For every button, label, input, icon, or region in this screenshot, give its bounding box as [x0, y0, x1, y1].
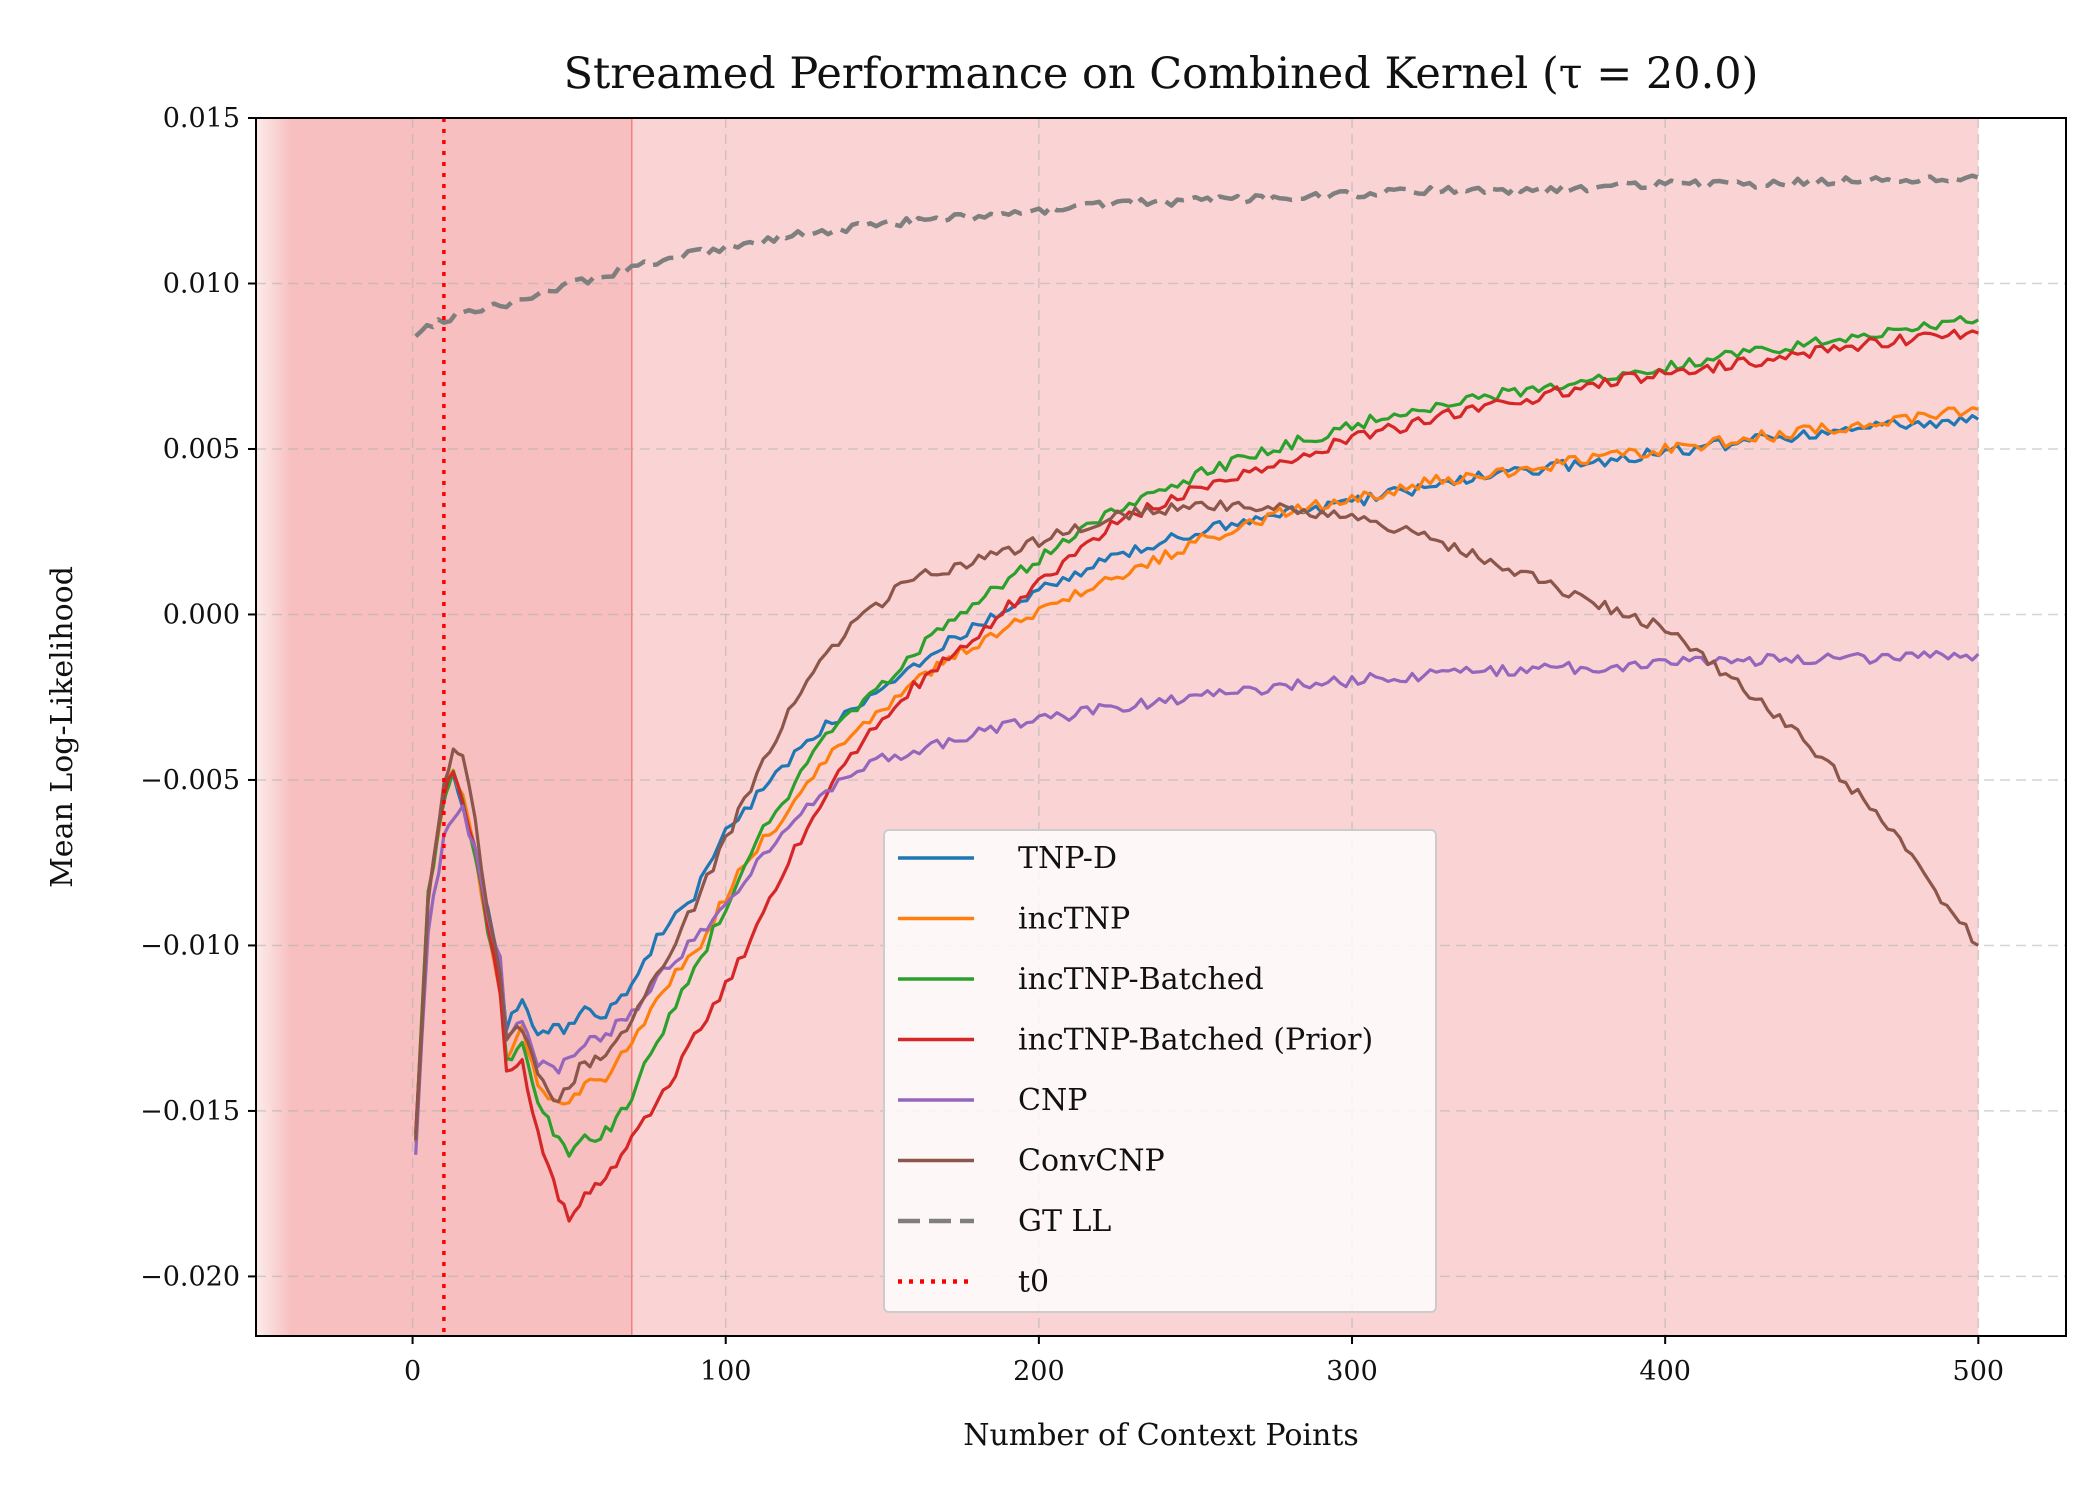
series-tnp-d-line: [414, 414, 1980, 1135]
legend: TNP-D incTNP incTNP-Batched incTNP-Batched …: [883, 829, 1437, 1313]
legend-label: ConvCNP: [1018, 1144, 1165, 1179]
x-tick-label: 0: [404, 1356, 421, 1387]
legend-label: TNP-D: [1018, 841, 1117, 876]
y-axis-ticks: 0.015 0.010 0.005 0.000 −0.005 −0.010 −0.015 −0…: [140, 103, 256, 1292]
series-inctnp-batched-prior--line: [414, 328, 1979, 1223]
series-inctnp-batched-line: [414, 315, 1980, 1158]
x-tick-label: 100: [700, 1356, 752, 1387]
x-tick-label: 300: [1326, 1356, 1378, 1387]
plot-frame: [255, 117, 2067, 1337]
series-lines: [414, 118, 1980, 1336]
x-axis-ticks: 0 100 200 300 400 500: [404, 1336, 2004, 1387]
y-tick-label: 0.015: [163, 103, 240, 134]
y-axis-label: Mean Log-Likelihood: [45, 566, 80, 888]
legend-label: GT LL: [1018, 1204, 1111, 1239]
series-inctnp-line: [414, 406, 1979, 1143]
y-tick-label: −0.015: [140, 1096, 240, 1127]
x-axis-label: Number of Context Points: [963, 1418, 1359, 1453]
chart-title: Streamed Performance on Combined Kernel …: [564, 49, 1759, 99]
legend-box: [883, 829, 1437, 1313]
x-tick-label: 500: [1953, 1356, 2005, 1387]
y-tick-label: 0.000: [163, 599, 240, 630]
y-tick-label: −0.020: [140, 1261, 240, 1292]
legend-label: t0: [1018, 1265, 1049, 1300]
legend-label: incTNP-Batched: [1018, 962, 1264, 997]
y-tick-label: 0.005: [163, 434, 240, 465]
legend-label: CNP: [1018, 1083, 1087, 1118]
legend-label: incTNP-Batched (Prior): [1018, 1023, 1373, 1058]
x-tick-label: 400: [1639, 1356, 1691, 1387]
legend-label: incTNP: [1018, 902, 1130, 937]
series-gt-ll-line: [414, 173, 1979, 338]
y-tick-label: −0.010: [140, 930, 240, 961]
y-tick-label: 0.010: [163, 268, 240, 299]
series-convcnp-line: [414, 499, 1980, 1141]
region-edge-fade: [256, 118, 292, 1336]
x-tick-label: 200: [1013, 1356, 1065, 1387]
y-tick-label: −0.005: [140, 765, 240, 796]
